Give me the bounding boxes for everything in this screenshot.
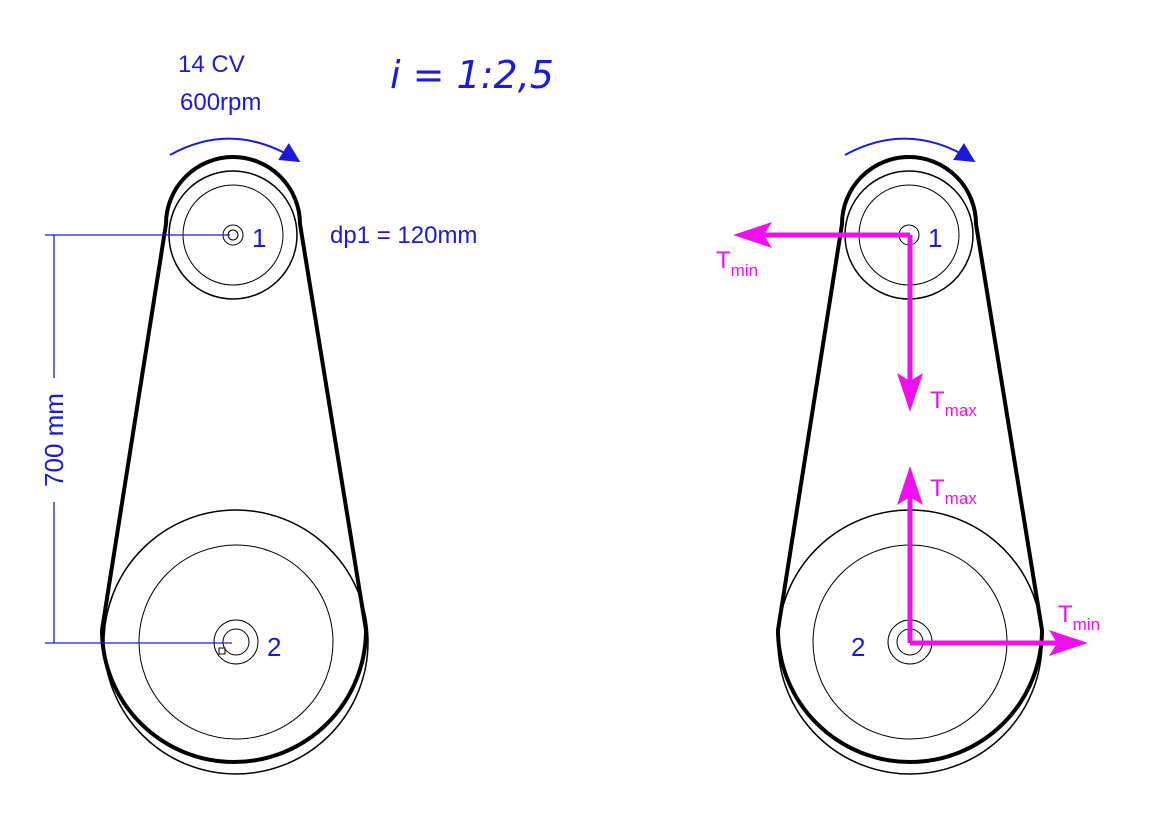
left-pulley-2-shaft: [222, 628, 250, 656]
pitch-diameter-label: dp1 = 120mm: [330, 222, 477, 249]
left-rotation-arrow: [169, 137, 301, 163]
left-pulley-2: [103, 509, 369, 775]
left-belt: [99, 155, 369, 764]
tmin-top-label: Tmin: [716, 247, 758, 280]
force-arrow-tmax-bottom: [897, 466, 923, 643]
right-rotation-arrow: [844, 137, 976, 163]
ratio-label: i = 1:2,5: [390, 53, 554, 97]
speed-label: 600rpm: [180, 89, 261, 116]
force-arrow-tmin-bottom: [910, 630, 1088, 656]
force-arrow-tmax-top: [897, 235, 923, 412]
right-pulley-2-label: 2: [851, 632, 865, 662]
left-pulley-1-label: 1: [252, 223, 266, 253]
left-pulley-2-label: 2: [267, 632, 281, 662]
right-pulley-1-label: 1: [928, 223, 942, 253]
right-belt-drive: 1 2 Tmin Tmax Tmax Tmin: [716, 137, 1100, 775]
power-label: 14 CV: [178, 51, 245, 78]
left-pulley-2-keyway: [218, 647, 226, 655]
left-pulley-2-rim: [138, 544, 334, 740]
tmax-bottom-label: Tmax: [930, 475, 977, 508]
center-distance-label: 700 mm: [39, 393, 69, 487]
left-pulley-2-hub: [213, 619, 259, 665]
left-belt-drive: 14 CV 600rpm i = 1:2,5 1 2 dp1 = 120mm 7…: [39, 51, 554, 775]
tmax-top-label: Tmax: [930, 387, 977, 420]
tmin-bottom-label: Tmin: [1058, 601, 1100, 634]
right-belt: [775, 155, 1045, 764]
force-arrow-tmin-top: [733, 222, 910, 248]
